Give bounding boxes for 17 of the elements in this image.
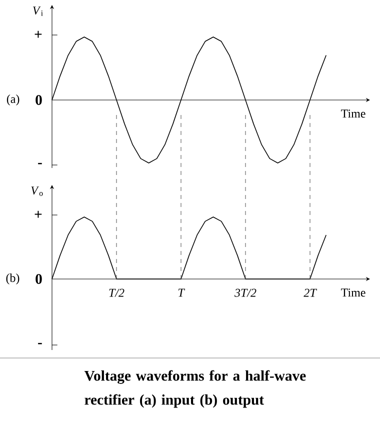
text: (a)	[6, 94, 20, 106]
text: Voltage waveforms for a half-wave rectifier (a) input (b) output	[84, 370, 306, 408]
y-axis-title: V$_{i}$	[32, 6, 43, 16]
x-tick-label: T	[178, 288, 186, 297]
x-tick-label: T/2	[109, 288, 124, 297]
x-tick-label: 2T	[304, 288, 318, 297]
text: +	[34, 210, 42, 218]
text: -	[38, 162, 42, 164]
text: 0	[36, 274, 42, 284]
x-tick-label: 3T/2	[234, 288, 256, 297]
x-axis-title: Time	[341, 110, 366, 118]
x-axis-title: Time	[341, 288, 366, 297]
text: 0	[36, 95, 42, 105]
y-axis-title: V$_{o}$	[31, 186, 43, 196]
text: +	[34, 30, 42, 38]
text: (b)	[6, 274, 20, 284]
text: -	[38, 342, 42, 344]
